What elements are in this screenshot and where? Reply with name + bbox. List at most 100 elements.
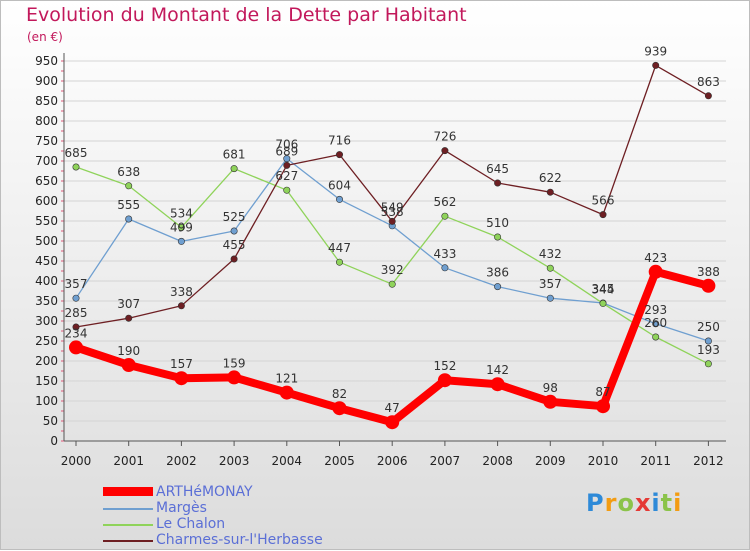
data-label: 121 [275, 372, 298, 386]
data-point [652, 333, 660, 341]
logo-letter: P [586, 489, 605, 517]
x-tick-label: 2003 [219, 454, 250, 468]
y-tick-label: 700 [35, 154, 58, 168]
data-point [230, 227, 238, 235]
data-label: 345 [592, 282, 615, 296]
y-tick-label: 800 [35, 114, 58, 128]
proxiti-logo: Proxiti [586, 489, 682, 517]
data-label: 863 [697, 75, 720, 89]
data-point [69, 340, 83, 355]
x-tick-label: 2004 [272, 454, 303, 468]
data-label: 260 [644, 316, 667, 330]
data-point [596, 399, 610, 414]
data-point [230, 255, 238, 263]
data-label: 510 [486, 216, 509, 230]
data-label: 716 [328, 134, 351, 148]
logo-letter: i [651, 489, 661, 517]
data-label: 566 [592, 194, 615, 208]
data-label: 82 [332, 387, 347, 401]
legend-label: ARTHéMONAY [156, 484, 253, 500]
data-point [125, 182, 133, 190]
data-label: 87 [595, 385, 610, 399]
data-label: 234 [65, 326, 88, 340]
data-label: 447 [328, 241, 351, 255]
y-tick-label: 750 [35, 134, 58, 148]
logo-letter: r [604, 489, 618, 517]
x-tick-label: 2012 [693, 454, 724, 468]
x-tick-label: 2008 [482, 454, 513, 468]
data-point [177, 237, 185, 245]
y-tick-label: 400 [35, 274, 58, 288]
data-label: 549 [381, 200, 404, 214]
y-tick-label: 900 [35, 74, 58, 88]
data-point [177, 223, 185, 231]
axes: 0 50 100 150 200 250 300 350 400 450 500 550 600 650 7… [35, 53, 726, 468]
x-tick-label: 2007 [430, 454, 461, 468]
data-label: 638 [117, 165, 140, 179]
data-point [652, 320, 660, 328]
data-label: 562 [433, 195, 456, 209]
data-point [494, 233, 502, 241]
data-label: 726 [433, 130, 456, 144]
data-point [335, 195, 343, 203]
data-point [494, 179, 502, 187]
data-point [283, 161, 291, 169]
chart-unit: (en €) [27, 30, 63, 44]
logo-letter: o [617, 489, 635, 517]
y-tick-label: 100 [35, 394, 58, 408]
legend-swatch [103, 508, 153, 510]
data-point [279, 385, 294, 400]
data-point [546, 188, 554, 196]
x-tick-label: 2005 [324, 454, 355, 468]
data-label: 293 [644, 303, 667, 317]
data-label: 534 [170, 206, 193, 220]
data-point [388, 280, 396, 288]
data-label: 423 [644, 251, 667, 265]
y-tick-label: 650 [35, 174, 58, 188]
data-point [335, 151, 343, 159]
data-label: 433 [433, 247, 456, 261]
y-tick-label: 350 [35, 294, 58, 308]
data-label: 499 [170, 220, 193, 234]
data-point [388, 217, 396, 225]
data-labels: 357 555 499 525 706 604 538 433 386 357 345 293 250 6… [65, 44, 720, 415]
chart-title: Evolution du Montant de la Dette par Hab… [26, 4, 467, 26]
y-tick-label: 950 [35, 54, 58, 68]
logo-letter: i [673, 489, 683, 517]
data-label: 357 [539, 277, 562, 291]
y-tick-label: 0 [50, 434, 58, 448]
data-label: 157 [170, 357, 193, 371]
data-point [177, 302, 185, 310]
legend-swatch [103, 487, 153, 496]
data-label: 689 [275, 144, 298, 158]
data-label: 285 [65, 306, 88, 320]
data-label: 47 [385, 401, 400, 415]
data-point [441, 147, 449, 155]
data-point [441, 264, 449, 272]
data-point [546, 264, 554, 272]
grid-lines [64, 60, 726, 442]
data-label: 344 [592, 282, 615, 296]
data-label: 388 [697, 265, 720, 279]
series-lines [69, 61, 716, 430]
data-point [441, 212, 449, 220]
x-tick-label: 2002 [166, 454, 197, 468]
data-point [704, 92, 712, 100]
data-point [704, 337, 712, 345]
data-point [546, 294, 554, 302]
data-label: 307 [117, 297, 140, 311]
data-label: 432 [539, 247, 562, 261]
data-point [72, 294, 80, 302]
data-label: 392 [381, 263, 404, 277]
x-tick-label: 2010 [588, 454, 619, 468]
y-tick-label: 300 [35, 314, 58, 328]
y-tick-label: 250 [35, 334, 58, 348]
data-label: 455 [223, 238, 246, 252]
data-point [490, 377, 505, 392]
y-tick-label: 50 [43, 414, 58, 428]
data-point [494, 283, 502, 291]
data-label: 555 [117, 198, 140, 212]
data-label: 645 [486, 162, 509, 176]
data-label: 357 [65, 277, 88, 291]
